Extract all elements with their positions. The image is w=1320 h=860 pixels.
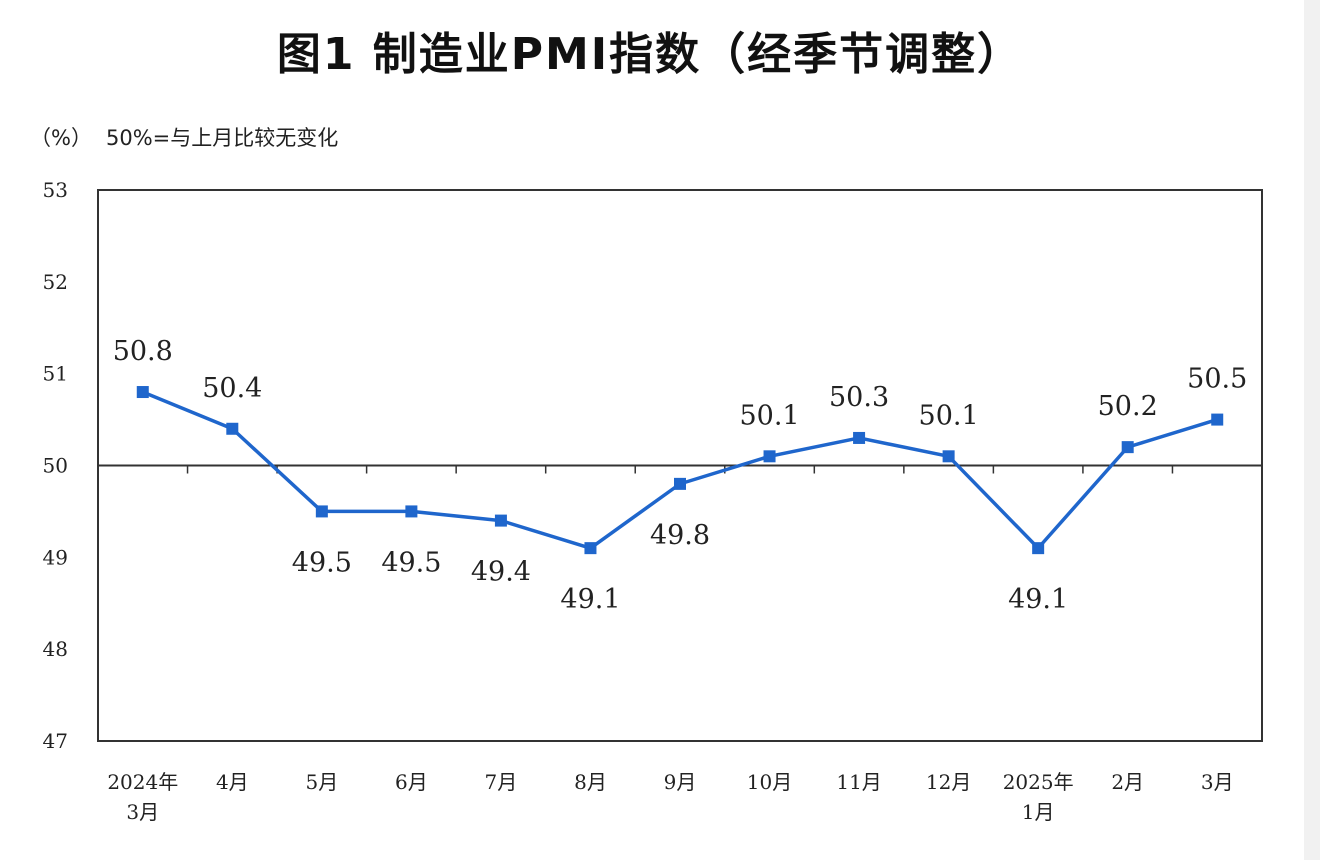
x-tick-label: 2025年 bbox=[1003, 770, 1074, 794]
data-point-marker bbox=[315, 505, 328, 518]
data-point-marker bbox=[1211, 413, 1224, 426]
x-tick-label: 9月 bbox=[664, 770, 697, 794]
data-label: 50.1 bbox=[919, 400, 979, 431]
data-label: 50.2 bbox=[1098, 391, 1158, 422]
x-tick-label: 7月 bbox=[485, 770, 518, 794]
x-tick-label: 6月 bbox=[395, 770, 428, 794]
x-tick-label: 4月 bbox=[216, 770, 249, 794]
x-tick-label: 12月 bbox=[926, 770, 971, 794]
data-label: 49.4 bbox=[471, 557, 531, 588]
y-tick-label: 51 bbox=[43, 362, 68, 386]
x-tick-label: 1月 bbox=[1022, 800, 1055, 824]
data-point-marker bbox=[405, 505, 418, 518]
x-tick-label: 2月 bbox=[1111, 770, 1144, 794]
data-label: 50.5 bbox=[1187, 364, 1247, 395]
y-tick-label: 49 bbox=[43, 545, 68, 569]
y-tick-label: 48 bbox=[43, 637, 68, 661]
data-point-marker bbox=[136, 386, 149, 399]
data-label: 49.1 bbox=[1008, 584, 1068, 615]
x-tick-label: 11月 bbox=[836, 770, 881, 794]
data-point-marker bbox=[1032, 542, 1045, 555]
x-tick-label: 10月 bbox=[747, 770, 792, 794]
data-label: 49.5 bbox=[381, 547, 441, 578]
scrollbar-strip bbox=[1304, 0, 1320, 860]
data-label: 50.8 bbox=[113, 336, 173, 367]
chart-title: 图1 制造业PMI指数（经季节调整） bbox=[276, 29, 1024, 80]
data-label: 50.1 bbox=[739, 400, 799, 431]
x-tick-label: 5月 bbox=[305, 770, 338, 794]
data-label: 49.1 bbox=[560, 584, 620, 615]
data-point-marker bbox=[584, 542, 597, 555]
y-tick-label: 47 bbox=[43, 729, 68, 753]
y-tick-label: 52 bbox=[43, 270, 68, 294]
baseline-note: 50%=与上月比较无变化 bbox=[106, 126, 339, 150]
data-point-marker bbox=[226, 422, 239, 435]
x-tick-label: 3月 bbox=[126, 800, 159, 824]
unit-label: （%） bbox=[30, 126, 92, 150]
y-tick-label: 50 bbox=[43, 454, 68, 478]
data-label: 49.8 bbox=[650, 520, 710, 551]
data-point-marker bbox=[674, 477, 686, 490]
data-point-marker bbox=[1121, 441, 1134, 454]
data-point-marker bbox=[853, 431, 866, 444]
x-tick-label: 3月 bbox=[1201, 770, 1234, 794]
data-label: 49.5 bbox=[292, 547, 352, 578]
y-tick-label: 53 bbox=[43, 178, 68, 202]
data-point-marker bbox=[942, 450, 955, 463]
data-point-marker bbox=[763, 450, 776, 463]
data-point-marker bbox=[494, 514, 507, 527]
x-tick-label: 2024年 bbox=[107, 770, 178, 794]
data-label: 50.3 bbox=[829, 382, 889, 413]
x-tick-label: 8月 bbox=[574, 770, 607, 794]
data-label: 50.4 bbox=[202, 373, 262, 404]
